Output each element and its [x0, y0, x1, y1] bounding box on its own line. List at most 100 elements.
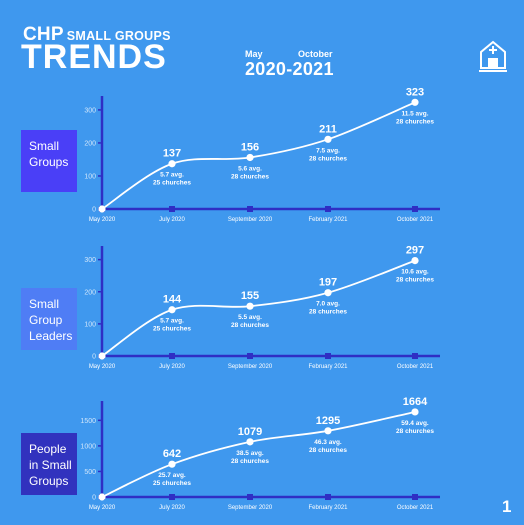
data-point: [324, 289, 332, 297]
data-point: [246, 302, 254, 310]
x-tick-label: July 2020: [159, 505, 185, 511]
x-tick-label: July 2020: [159, 364, 185, 370]
data-point: [324, 427, 332, 435]
x-tick-mark: [325, 494, 331, 500]
year-range: 2020-2021: [245, 59, 334, 79]
churches-label: 28 churches: [396, 428, 434, 435]
x-tick-label: September 2020: [228, 505, 273, 511]
x-tick-mark: [247, 353, 253, 359]
x-tick-mark: [325, 353, 331, 359]
data-value-label: 211: [319, 123, 337, 135]
x-tick-mark: [247, 206, 253, 212]
churches-label: 28 churches: [396, 277, 434, 284]
label-small-group-leaders: Small Group Leaders: [21, 288, 77, 350]
data-point: [411, 98, 419, 106]
x-tick-mark: [412, 353, 418, 359]
label-small-groups: Small Groups: [21, 130, 77, 192]
page-title: TRENDS: [21, 38, 167, 76]
churches-label: 25 churches: [153, 480, 191, 487]
data-value-label: 137: [163, 148, 181, 160]
y-tick-label: 1000: [80, 443, 96, 450]
data-value-label: 1079: [238, 426, 262, 438]
avg-label: 11.5 avg.: [401, 110, 428, 117]
x-tick-mark: [169, 353, 175, 359]
churches-label: 28 churches: [231, 458, 269, 465]
x-tick-mark: [412, 206, 418, 212]
x-tick-label: May 2020: [89, 505, 116, 511]
y-tick-label: 0: [92, 354, 96, 361]
data-point: [98, 493, 106, 501]
y-tick-label: 500: [84, 469, 96, 476]
churches-label: 28 churches: [309, 447, 347, 454]
page-number: 1: [502, 497, 512, 516]
church-building-icon: [479, 40, 507, 72]
series-line: [101, 259, 416, 357]
x-tick-label: February 2021: [308, 364, 348, 370]
x-tick-mark: [412, 494, 418, 500]
data-value-label: 642: [163, 448, 181, 460]
avg-label: 5.5 avg.: [238, 314, 262, 321]
data-point: [246, 438, 254, 446]
avg-label: 5.7 avg.: [160, 318, 184, 325]
y-tick-label: 100: [84, 173, 96, 180]
data-point: [98, 205, 106, 213]
x-tick-mark: [169, 206, 175, 212]
x-tick-label: September 2020: [228, 217, 273, 223]
churches-label: 28 churches: [231, 322, 269, 329]
x-tick-label: February 2021: [308, 505, 348, 511]
data-point: [246, 153, 254, 162]
churches-label: 28 churches: [309, 155, 347, 162]
data-value-label: 1664: [403, 396, 428, 408]
y-tick-label: 300: [84, 257, 96, 264]
x-tick-label: October 2021: [397, 505, 434, 511]
x-tick-label: July 2020: [159, 217, 185, 223]
data-point: [168, 460, 176, 468]
avg-label: 46.3 avg.: [314, 439, 342, 446]
y-tick-label: 0: [92, 207, 96, 214]
end-month: October: [298, 49, 333, 59]
churches-label: 25 churches: [153, 180, 191, 187]
x-tick-label: May 2020: [89, 217, 116, 223]
avg-label: 10.6 avg.: [401, 269, 429, 276]
data-point: [168, 160, 176, 168]
y-tick-label: 200: [84, 140, 96, 147]
x-tick-label: September 2020: [228, 364, 273, 370]
data-point: [324, 135, 332, 143]
avg-label: 5.7 avg.: [160, 172, 184, 179]
brand-title: CHP SMALL GROUPS: [23, 24, 171, 46]
data-value-label: 156: [241, 141, 259, 153]
series-line: [101, 101, 416, 210]
data-point: [168, 306, 176, 314]
data-value-label: 155: [241, 290, 259, 302]
y-tick-label: 300: [84, 107, 96, 114]
x-tick-label: February 2021: [308, 217, 348, 223]
y-tick-label: 100: [84, 321, 96, 328]
y-tick-label: 0: [92, 495, 96, 502]
x-tick-label: October 2021: [397, 217, 434, 223]
data-value-label: 197: [319, 277, 337, 289]
x-tick-label: October 2021: [397, 364, 434, 370]
data-point: [411, 257, 419, 265]
x-tick-mark: [169, 494, 175, 500]
data-value-label: 297: [406, 245, 424, 257]
brand-name: CHP: [23, 24, 64, 45]
churches-label: 28 churches: [396, 118, 434, 125]
x-tick-mark: [325, 206, 331, 212]
avg-label: 59.4 avg.: [401, 420, 429, 427]
avg-label: 5.6 avg.: [238, 165, 262, 172]
data-point: [98, 352, 106, 360]
x-tick-mark: [247, 494, 253, 500]
churches-label: 28 churches: [309, 309, 347, 316]
y-tick-label: 200: [84, 289, 96, 296]
data-point: [411, 408, 419, 416]
data-value-label: 1295: [316, 415, 340, 427]
avg-label: 7.5 avg.: [316, 147, 340, 154]
y-tick-label: 1500: [80, 418, 96, 425]
avg-label: 25.7 avg.: [158, 472, 186, 479]
brand-subtitle: SMALL GROUPS: [66, 29, 171, 43]
churches-label: 25 churches: [153, 326, 191, 333]
avg-label: 7.0 avg.: [316, 301, 340, 308]
data-value-label: 323: [406, 86, 424, 98]
start-month: May: [245, 49, 263, 59]
